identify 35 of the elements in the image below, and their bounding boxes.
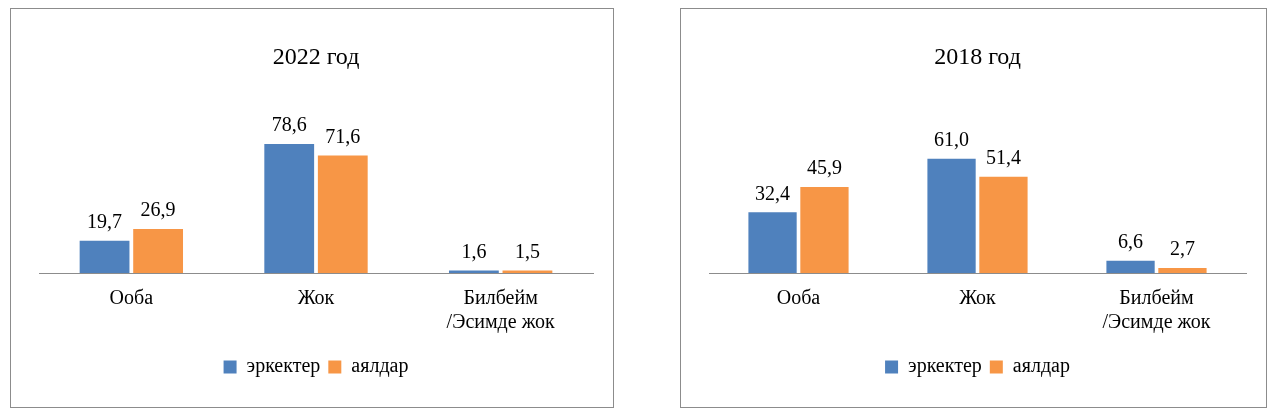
x-tick-label: Жок: [297, 286, 335, 309]
bar: [979, 176, 1028, 273]
data-label: 45,9: [806, 156, 842, 179]
x-tick-label: Билбейм /Эсимде жок: [1102, 286, 1211, 334]
bar: [1106, 260, 1155, 273]
legend-label: эркектер: [908, 354, 982, 378]
data-label: 26,9: [140, 198, 176, 221]
bar: [79, 240, 130, 273]
data-label: 1,5: [514, 239, 540, 262]
bar: [800, 186, 849, 273]
bar: [317, 155, 368, 273]
data-label: 71,6: [325, 124, 361, 147]
data-label: 1,6: [461, 239, 487, 262]
data-label: 51,4: [985, 145, 1021, 168]
data-label: 32,4: [755, 181, 791, 204]
chart-title: 2022 год: [272, 42, 360, 69]
bar: [264, 144, 315, 273]
legend-label: аялдар: [1012, 354, 1070, 378]
legend-label: эркектер: [246, 354, 321, 378]
data-label: 2,7: [1169, 237, 1195, 260]
x-tick-label: Ооба: [109, 286, 154, 309]
data-label: 78,6: [271, 113, 307, 136]
x-tick-label: Жок: [959, 286, 997, 309]
bar: [448, 270, 499, 273]
bar: [927, 158, 976, 273]
data-label: 61,0: [934, 127, 970, 150]
legend-label: аялдар: [351, 354, 409, 378]
bar: [1158, 267, 1207, 273]
chart-title: 2018 год: [934, 42, 1021, 69]
data-label: 19,7: [87, 209, 123, 232]
x-tick-label: Билбейм /Эсимде жок: [446, 286, 555, 334]
bar: [748, 212, 797, 273]
bar: [133, 228, 184, 273]
data-label: 6,6: [1118, 229, 1144, 252]
x-tick-label: Ооба: [776, 286, 821, 309]
